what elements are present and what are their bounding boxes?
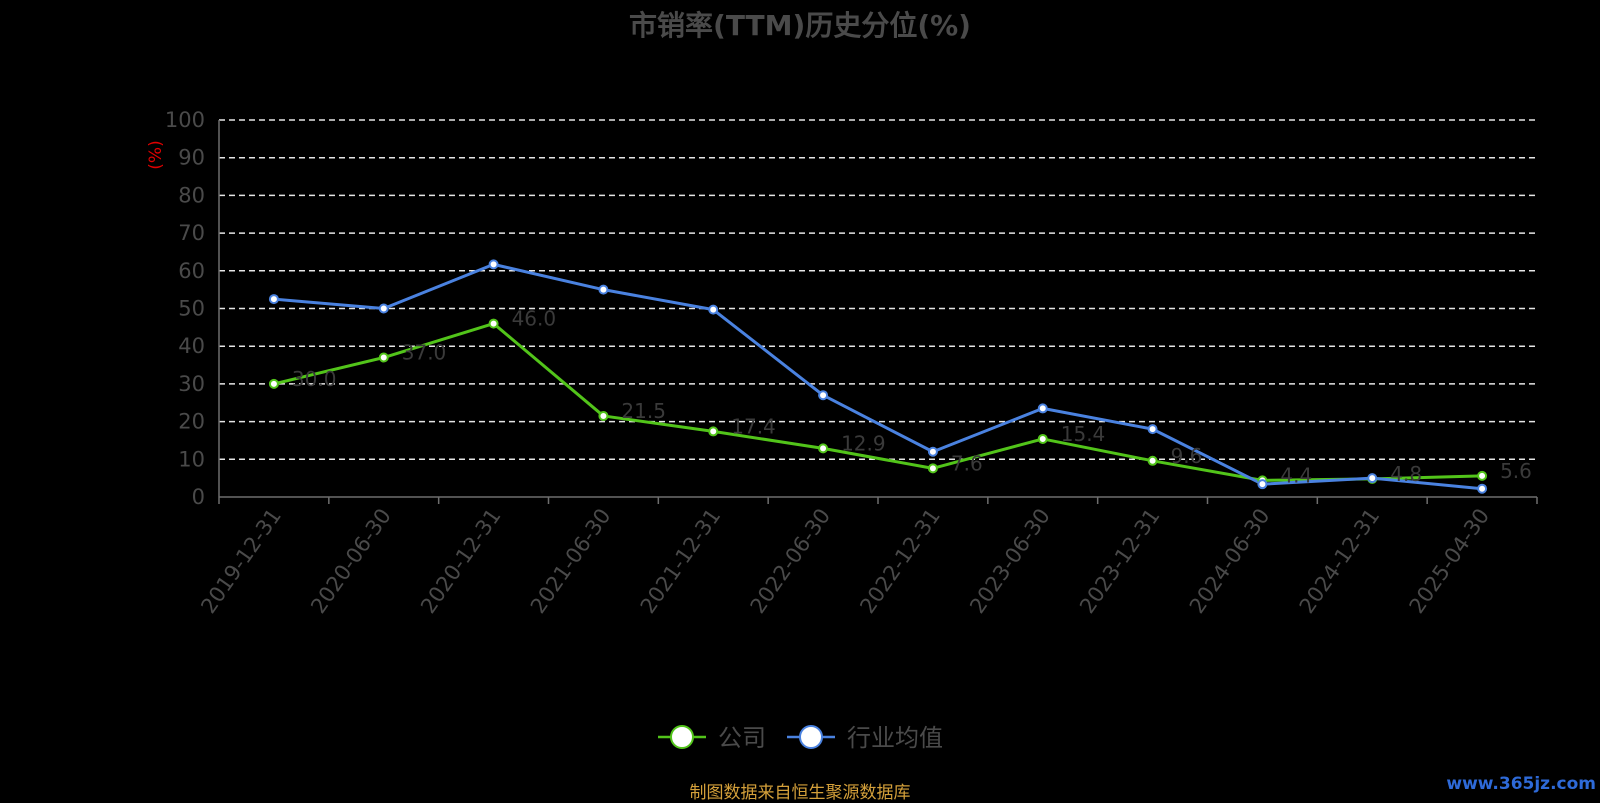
- x-tick-label: 2023-12-31: [1075, 504, 1165, 618]
- legend-label-0: 公司: [718, 724, 766, 752]
- data-point-0: [598, 410, 609, 421]
- data-point-0: [708, 426, 719, 437]
- x-tick-label: 2020-06-30: [306, 504, 396, 618]
- data-point-0: [1037, 433, 1048, 444]
- x-tick-label: 2019-12-31: [196, 504, 286, 618]
- data-point-1: [1257, 479, 1268, 490]
- data-point-1: [927, 446, 938, 457]
- y-axis-label: (%): [146, 140, 166, 169]
- x-tick-label: 2024-12-31: [1295, 504, 1385, 618]
- data-point-1: [1367, 473, 1378, 484]
- watermark: www.365jz.com: [1446, 774, 1596, 794]
- data-point-1: [488, 259, 499, 270]
- x-tick-label: 2022-12-31: [855, 504, 945, 618]
- data-label: 4.8: [1390, 462, 1422, 486]
- data-label: 17.4: [731, 414, 776, 438]
- data-point-1: [378, 303, 389, 314]
- data-point-1: [268, 294, 279, 305]
- data-label: 30.0: [292, 367, 337, 391]
- data-point-0: [488, 318, 499, 329]
- data-point-0: [1147, 455, 1158, 466]
- y-tick-label: 0: [192, 485, 205, 509]
- data-label: 37.0: [402, 341, 447, 365]
- y-tick-label: 30: [178, 372, 205, 396]
- chart-title: 市销率(TTM)历史分位(%): [629, 9, 971, 42]
- y-tick-label: 50: [178, 297, 205, 321]
- data-point-0: [1477, 470, 1488, 481]
- legend-marker-1: [799, 725, 823, 749]
- data-point-1: [708, 304, 719, 315]
- legend-marker-0: [670, 725, 694, 749]
- series-line-1: [273, 262, 1483, 491]
- series-line-0: [273, 322, 1483, 482]
- y-tick-label: 90: [178, 146, 205, 170]
- y-tick-label: 20: [178, 410, 205, 434]
- y-tick-label: 60: [178, 259, 205, 283]
- data-point-1: [818, 390, 829, 401]
- legend-label-1: 行业均值: [847, 724, 943, 752]
- data-point-1: [1477, 483, 1488, 494]
- data-point-1: [598, 284, 609, 295]
- data-label: 4.4: [1280, 463, 1312, 487]
- x-tick-label: 2021-12-31: [636, 504, 726, 618]
- y-tick-label: 80: [178, 183, 205, 207]
- x-tick-label: 2023-06-30: [965, 504, 1055, 618]
- data-source-note: 制图数据来自恒生聚源数据库: [689, 783, 911, 803]
- x-tick-label: 2022-06-30: [746, 504, 836, 618]
- y-tick-label: 100: [165, 108, 205, 132]
- data-label: 5.6: [1500, 459, 1532, 483]
- x-tick-label: 2024-06-30: [1185, 504, 1275, 618]
- data-point-0: [268, 378, 279, 389]
- data-point-1: [1037, 403, 1048, 414]
- x-tick-label: 2025-04-30: [1405, 504, 1495, 618]
- x-tick-label: 2020-12-31: [416, 504, 506, 618]
- y-tick-label: 40: [178, 334, 205, 358]
- data-label: 9.6: [1171, 444, 1203, 468]
- data-label: 12.9: [841, 431, 886, 455]
- y-tick-label: 70: [178, 221, 205, 245]
- data-label: 21.5: [621, 399, 666, 423]
- data-point-0: [378, 352, 389, 363]
- y-tick-label: 10: [178, 447, 205, 471]
- data-label: 15.4: [1061, 422, 1106, 446]
- data-point-0: [818, 443, 829, 454]
- data-point-1: [1147, 424, 1158, 435]
- x-tick-label: 2021-06-30: [526, 504, 616, 618]
- data-label: 7.6: [951, 451, 983, 475]
- data-point-0: [927, 463, 938, 474]
- data-label: 46.0: [512, 307, 557, 331]
